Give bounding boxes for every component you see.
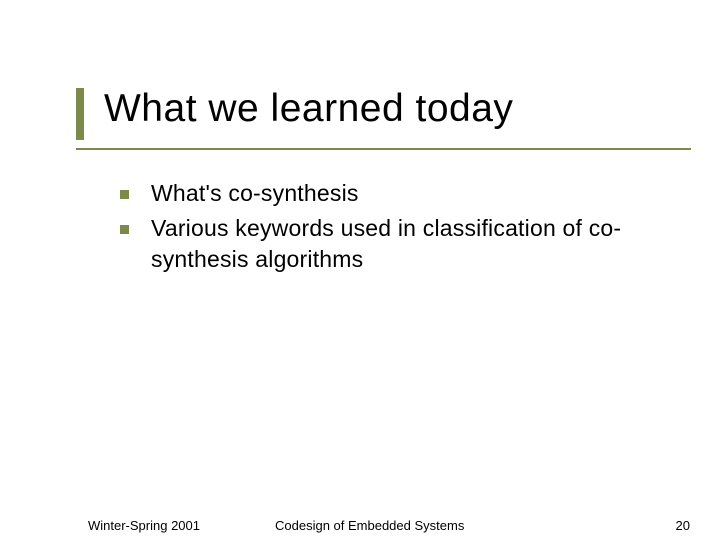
bullet-item: Various keywords used in classification … [120,213,680,275]
bullet-text: Various keywords used in classification … [151,213,680,275]
bullet-text: What's co-synthesis [151,178,359,209]
footer-term: Winter-Spring 2001 [88,518,200,533]
title-underline [76,148,691,150]
square-bullet-icon [120,225,129,234]
bullet-item: What's co-synthesis [120,178,680,209]
title-area: What we learned today [76,88,690,131]
footer-page-number: 20 [676,518,690,533]
content-area: What's co-synthesis Various keywords use… [120,178,680,279]
slide-title: What we learned today [104,88,690,131]
footer-course: Codesign of Embedded Systems [275,518,464,533]
slide: What we learned today What's co-synthesi… [0,0,720,540]
square-bullet-icon [120,190,129,199]
title-accent-bar [76,88,84,140]
